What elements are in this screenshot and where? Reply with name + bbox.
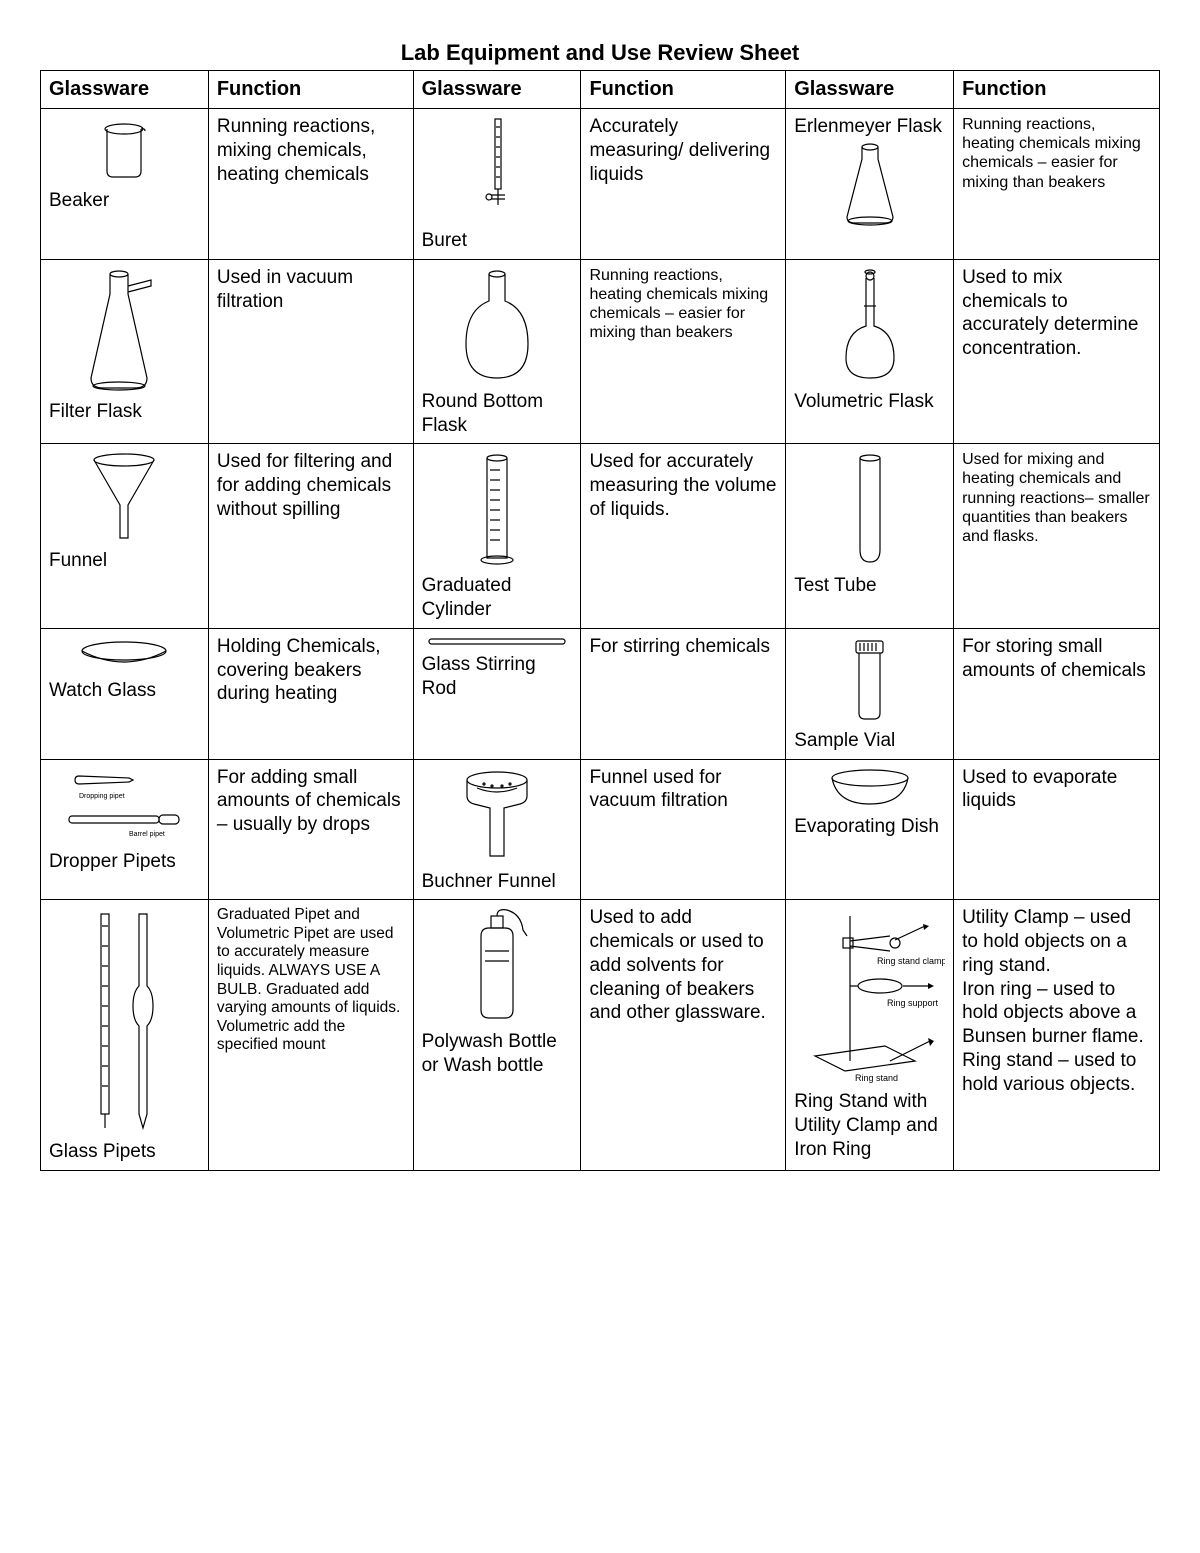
function-cell: Running reactions, heating chemicals mix… <box>954 109 1160 260</box>
erlenmeyer-icon <box>794 139 945 229</box>
beaker-icon <box>49 115 200 185</box>
glassware-cell: Ring stand clampRing supportRing standRi… <box>786 900 954 1171</box>
evapdish-icon <box>794 766 945 811</box>
column-header: Function <box>581 71 786 109</box>
filterflask-icon <box>49 266 200 396</box>
glassware-cell: Funnel <box>41 444 209 629</box>
svg-text:Ring stand clamp: Ring stand clamp <box>877 956 945 966</box>
pipets-icon <box>49 906 200 1136</box>
function-cell: Used for filtering and for adding chemic… <box>208 444 413 629</box>
glassware-label: Polywash Bottle or Wash bottle <box>422 1030 573 1078</box>
glassware-label: Glass Stirring Rod <box>422 653 573 701</box>
function-cell: Running reactions, heating chemicals mix… <box>581 259 786 444</box>
function-cell: Used for mixing and heating chemicals an… <box>954 444 1160 629</box>
column-header: Function <box>208 71 413 109</box>
glassware-label: Round Bottom Flask <box>422 390 573 438</box>
column-header: Glassware <box>41 71 209 109</box>
watchglass-icon <box>49 635 200 675</box>
table-row: Dropping pipet Barrel pipet Dropper Pipets… <box>41 759 1160 900</box>
table-row: Filter Flask Used in vacuum filtrationRou… <box>41 259 1160 444</box>
page-title: Lab Equipment and Use Review Sheet <box>40 40 1160 66</box>
function-cell: Used to add chemicals or used to add sol… <box>581 900 786 1171</box>
function-cell: Used for accurately measuring the volume… <box>581 444 786 629</box>
glassware-cell: Glass Pipets <box>41 900 209 1171</box>
funnel-icon <box>49 450 200 545</box>
glassware-label: Erlenmeyer Flask <box>794 115 942 139</box>
column-header: Function <box>954 71 1160 109</box>
svg-text:Dropping pipet: Dropping pipet <box>79 793 125 800</box>
glassware-label: Sample Vial <box>794 729 895 753</box>
function-cell: For storing small amounts of chemicals <box>954 628 1160 759</box>
function-cell: Funnel used for vacuum filtration <box>581 759 786 900</box>
glassware-label: Buret <box>422 229 467 253</box>
stirrod-icon <box>422 635 573 649</box>
washbottle-icon <box>422 906 573 1026</box>
buchner-icon <box>422 766 573 866</box>
glassware-label: Glass Pipets <box>49 1140 156 1164</box>
glassware-cell: Erlenmeyer Flask <box>786 109 954 260</box>
glassware-cell: Dropping pipet Barrel pipet Dropper Pipets <box>41 759 209 900</box>
glassware-cell: Buchner Funnel <box>413 759 581 900</box>
svg-text:Ring stand: Ring stand <box>855 1073 898 1083</box>
glassware-label: Dropper Pipets <box>49 850 176 874</box>
glassware-label: Test Tube <box>794 574 876 598</box>
function-cell: For adding small amounts of chemicals – … <box>208 759 413 900</box>
table-row: Beaker Running reactions, mixing chemical… <box>41 109 1160 260</box>
svg-text:Ring support: Ring support <box>887 998 939 1008</box>
glassware-label: Graduated Cylinder <box>422 574 573 622</box>
glassware-cell: Beaker <box>41 109 209 260</box>
table-row: Watch Glass Holding Chemicals, covering b… <box>41 628 1160 759</box>
column-header: Glassware <box>413 71 581 109</box>
glassware-label: Volumetric Flask <box>794 390 933 414</box>
dropper-icon: Dropping pipet Barrel pipet <box>49 766 200 846</box>
glassware-label: Filter Flask <box>49 400 142 424</box>
glassware-cell: Polywash Bottle or Wash bottle <box>413 900 581 1171</box>
glassware-cell: Graduated Cylinder <box>413 444 581 629</box>
function-cell: Graduated Pipet and Volumetric Pipet are… <box>208 900 413 1171</box>
function-cell: Used in vacuum filtration <box>208 259 413 444</box>
glassware-cell: Sample Vial <box>786 628 954 759</box>
column-header: Glassware <box>786 71 954 109</box>
glassware-cell: Evaporating Dish <box>786 759 954 900</box>
testtube-icon <box>794 450 945 570</box>
function-cell: Running reactions, mixing chemicals, hea… <box>208 109 413 260</box>
function-cell: For stirring chemicals <box>581 628 786 759</box>
glassware-cell: Buret <box>413 109 581 260</box>
vial-icon <box>794 635 945 725</box>
function-cell: Used to mix chemicals to accurately dete… <box>954 259 1160 444</box>
function-cell: Utility Clamp – used to hold objects on … <box>954 900 1160 1171</box>
glassware-label: Ring Stand with Utility Clamp and Iron R… <box>794 1090 945 1161</box>
equipment-table: GlasswareFunctionGlasswareFunctionGlassw… <box>40 70 1160 1171</box>
glassware-label: Watch Glass <box>49 679 156 703</box>
function-cell: Used to evaporate liquids <box>954 759 1160 900</box>
ringstand-icon: Ring stand clamp Ring support Ring stand <box>794 906 945 1086</box>
glassware-cell: Filter Flask <box>41 259 209 444</box>
function-cell: Holding Chemicals, covering beakers duri… <box>208 628 413 759</box>
glassware-label: Funnel <box>49 549 107 573</box>
glassware-cell: Glass Stirring Rod <box>413 628 581 759</box>
glassware-cell: Watch Glass <box>41 628 209 759</box>
glassware-cell: Round Bottom Flask <box>413 259 581 444</box>
roundbottom-icon <box>422 266 573 386</box>
buret-icon <box>422 115 573 225</box>
glassware-label: Beaker <box>49 189 109 213</box>
glassware-cell: Volumetric Flask <box>786 259 954 444</box>
glassware-cell: Test Tube <box>786 444 954 629</box>
glassware-label: Evaporating Dish <box>794 815 939 839</box>
glassware-label: Buchner Funnel <box>422 870 556 894</box>
table-row: Glass Pipets Graduated Pipet and Volumetr… <box>41 900 1160 1171</box>
function-cell: Accurately measuring/ delivering liquids <box>581 109 786 260</box>
gradcyl-icon <box>422 450 573 570</box>
svg-text:Barrel pipet: Barrel pipet <box>129 831 165 838</box>
volumetric-icon <box>794 266 945 386</box>
table-row: Funnel Used for filtering and for adding … <box>41 444 1160 629</box>
